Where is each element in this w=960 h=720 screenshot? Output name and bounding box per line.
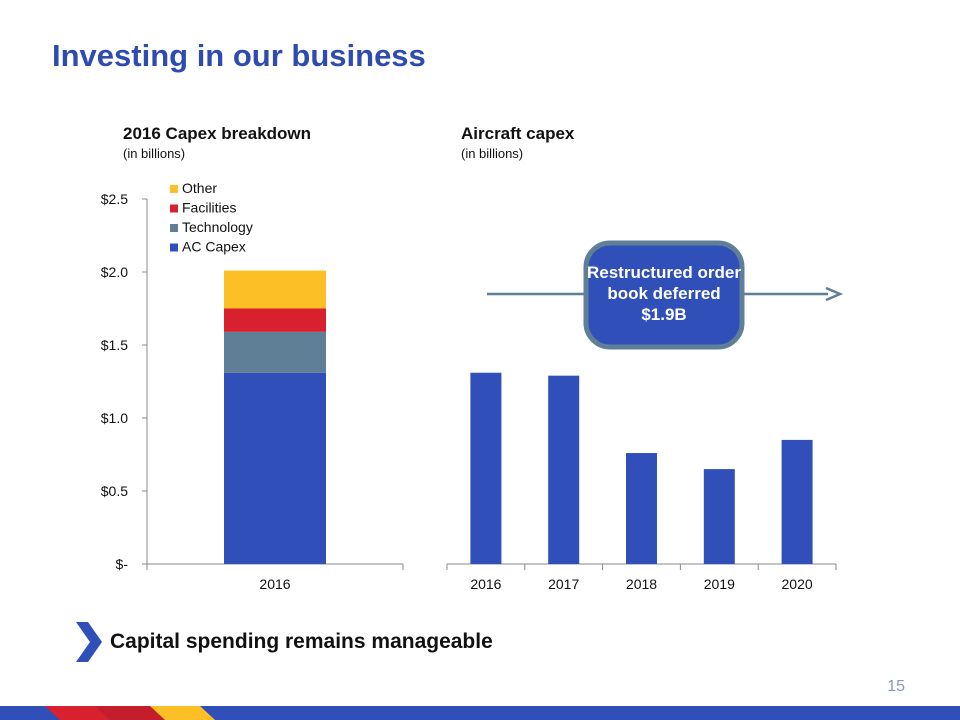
- bar-segment-other: [224, 270, 326, 309]
- legend-swatch: [170, 204, 178, 213]
- legend-swatch: [170, 243, 178, 252]
- bar: [470, 372, 502, 564]
- arrow-head-icon: [825, 286, 844, 302]
- capex-breakdown-title: 2016 Capex breakdown: [123, 124, 312, 143]
- capex-breakdown-subtitle: (in billions): [123, 146, 186, 161]
- y-tick-label: $1.5: [101, 337, 128, 353]
- page-number: 15: [887, 678, 905, 695]
- y-tick-label: $0.5: [101, 483, 128, 499]
- chevron-right-icon: [76, 622, 102, 662]
- x-tick-label: 2016: [259, 576, 290, 592]
- aircraft-capex-header: Aircraft capex (in billions): [461, 124, 574, 161]
- takeaway: Capital spending remains manageable: [76, 622, 493, 662]
- y-tick-label: $1.0: [101, 410, 128, 426]
- legend-label: Other: [182, 180, 217, 196]
- x-tick-label: 2018: [626, 576, 657, 592]
- x-tick-label: 2017: [548, 576, 579, 592]
- legend-swatch: [170, 224, 178, 232]
- bar: [548, 375, 580, 564]
- bar: [781, 439, 813, 564]
- callout-box: [583, 240, 745, 350]
- capex-breakdown-header: 2016 Capex breakdown (in billions): [123, 124, 311, 161]
- bar-segment-technology: [224, 331, 326, 373]
- bar: [703, 469, 735, 564]
- x-tick-label: 2020: [782, 576, 813, 592]
- takeaway-text: Capital spending remains manageable: [110, 630, 493, 653]
- aircraft-capex-subtitle: (in billions): [461, 146, 524, 161]
- y-tick-label: $2.0: [101, 264, 128, 280]
- slide-title: Investing in our business: [52, 38, 426, 73]
- y-tick-label: $2.5: [101, 191, 128, 207]
- footer-stripe: [0, 706, 960, 720]
- legend-label: Technology: [182, 219, 253, 235]
- x-tick-label: 2019: [704, 576, 735, 592]
- bar-segment-facilities: [224, 308, 326, 332]
- x-tick-label: 2016: [470, 576, 501, 592]
- y-tick-label: $-: [116, 556, 129, 572]
- legend-label: AC Capex: [182, 239, 246, 255]
- aircraft-capex-title: Aircraft capex: [461, 124, 575, 143]
- legend-swatch: [170, 185, 178, 193]
- bar-segment-ac-capex: [224, 372, 326, 564]
- callout-text: Restructured order book deferred $1.9B: [587, 263, 741, 324]
- legend-label: Facilities: [182, 200, 236, 216]
- bar: [626, 453, 657, 564]
